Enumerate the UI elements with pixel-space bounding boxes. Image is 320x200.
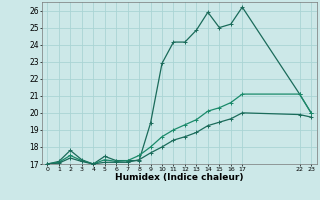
X-axis label: Humidex (Indice chaleur): Humidex (Indice chaleur) — [115, 173, 244, 182]
